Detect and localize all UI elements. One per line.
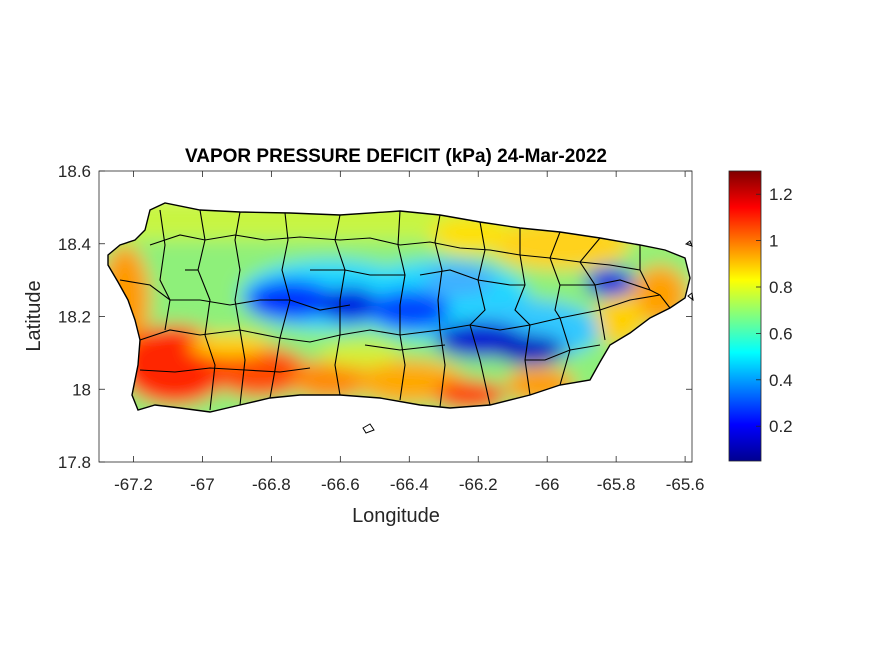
colorbar-ticks: 0.2 0.4 0.6 0.8 1 1.2 <box>756 185 793 436</box>
y-tick-label: 17.8 <box>58 453 91 472</box>
colorbar-tick-label: 0.4 <box>769 371 793 390</box>
colorbar-tick-label: 0.6 <box>769 324 793 343</box>
x-tick-label: -67.2 <box>114 475 153 494</box>
x-tick-label: -66.4 <box>390 475 429 494</box>
x-axis-ticks: -67.2 -67 -66.8 -66.6 -66.4 -66.2 -66 -65.8 -65.… <box>114 171 704 494</box>
x-tick-label: -66.2 <box>459 475 498 494</box>
y-tick-label: 18.4 <box>58 235 91 254</box>
x-tick-label: -67 <box>190 475 215 494</box>
x-tick-label: -66.8 <box>252 475 291 494</box>
x-tick-label: -66.6 <box>321 475 360 494</box>
y-tick-label: 18.2 <box>58 308 91 327</box>
colorbar-tick-label: 1.2 <box>769 185 793 204</box>
y-axis-ticks: 17.8 18 18.2 18.4 18.6 <box>58 162 692 472</box>
x-axis-label: Longitude <box>352 505 440 527</box>
colorbar-tick-label: 0.2 <box>769 417 793 436</box>
colorbar-tick-label: 1 <box>769 232 778 251</box>
x-tick-label: -65.8 <box>597 475 636 494</box>
municipal-boundaries <box>107 202 691 413</box>
map-title: VAPOR PRESSURE DEFICIT (kPa) 24-Mar-2022 <box>185 146 607 167</box>
y-tick-label: 18 <box>72 380 91 399</box>
colorbar <box>728 170 762 462</box>
colorbar-tick-label: 0.8 <box>769 278 793 297</box>
y-axis-label: Latitude <box>23 280 45 351</box>
y-tick-label: 18.6 <box>58 162 91 181</box>
x-tick-label: -65.6 <box>666 475 705 494</box>
x-tick-label: -66 <box>535 475 560 494</box>
